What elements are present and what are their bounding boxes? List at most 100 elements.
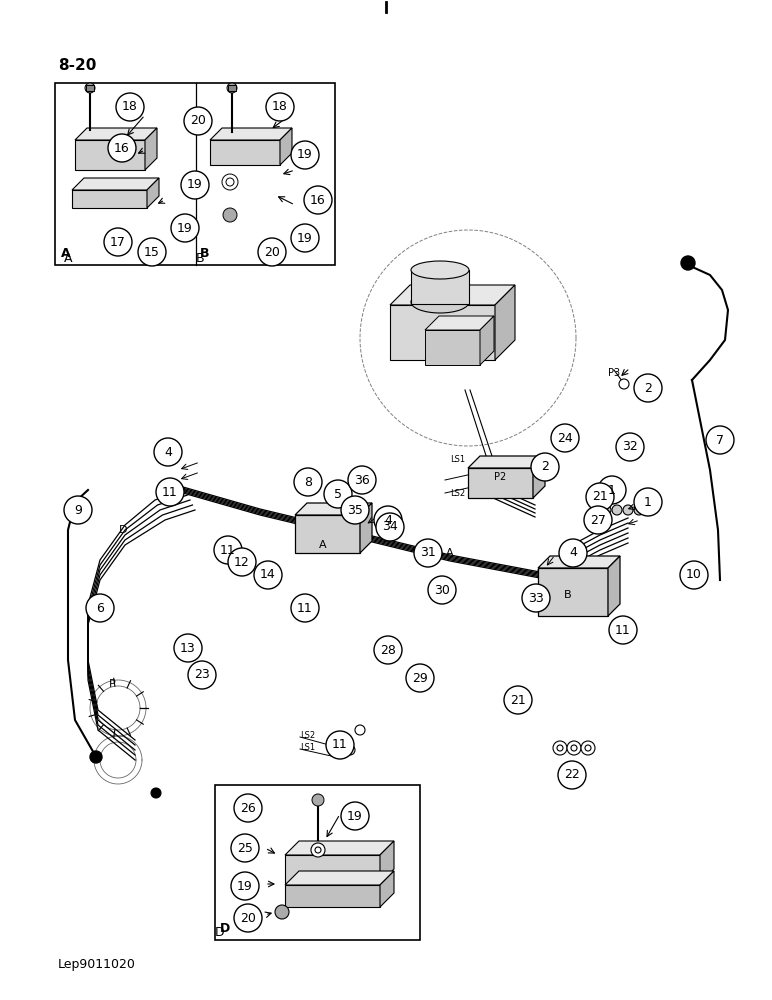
Circle shape xyxy=(326,731,354,759)
Polygon shape xyxy=(285,841,394,855)
Circle shape xyxy=(184,107,212,135)
Text: P3: P3 xyxy=(608,368,620,378)
Circle shape xyxy=(258,238,286,266)
Circle shape xyxy=(553,741,567,755)
Text: P: P xyxy=(153,788,159,798)
Polygon shape xyxy=(280,128,292,165)
Polygon shape xyxy=(468,468,533,498)
Circle shape xyxy=(567,741,581,755)
Text: 31: 31 xyxy=(420,546,436,560)
Text: Lep9011020: Lep9011020 xyxy=(58,958,136,971)
Text: 19: 19 xyxy=(297,232,313,244)
Text: 28: 28 xyxy=(380,644,396,656)
Text: 30: 30 xyxy=(434,584,450,596)
Circle shape xyxy=(291,224,319,252)
Circle shape xyxy=(341,496,369,524)
Text: B: B xyxy=(200,247,209,260)
Text: 21: 21 xyxy=(592,490,608,504)
Text: D: D xyxy=(215,926,225,938)
Text: 4: 4 xyxy=(384,514,392,526)
Polygon shape xyxy=(380,871,394,907)
Circle shape xyxy=(645,505,655,515)
Polygon shape xyxy=(360,503,372,553)
Circle shape xyxy=(116,93,144,121)
Polygon shape xyxy=(538,568,608,616)
Polygon shape xyxy=(538,556,620,568)
Text: LS2: LS2 xyxy=(450,488,466,497)
Polygon shape xyxy=(72,178,159,190)
Circle shape xyxy=(612,505,622,515)
Text: 25: 25 xyxy=(237,842,253,854)
Circle shape xyxy=(345,745,355,755)
Text: 19: 19 xyxy=(237,880,253,892)
Circle shape xyxy=(623,505,633,515)
Text: 19: 19 xyxy=(187,178,203,192)
Text: P: P xyxy=(109,679,115,689)
Polygon shape xyxy=(75,140,145,170)
Text: A: A xyxy=(319,540,327,550)
Circle shape xyxy=(156,478,184,506)
Text: D: D xyxy=(220,922,230,935)
Circle shape xyxy=(234,794,262,822)
Text: 19: 19 xyxy=(347,810,363,822)
Circle shape xyxy=(188,661,216,689)
Circle shape xyxy=(559,539,587,567)
Polygon shape xyxy=(480,316,494,365)
Polygon shape xyxy=(285,855,380,883)
Text: 18: 18 xyxy=(272,101,288,113)
Text: 18: 18 xyxy=(122,101,138,113)
Circle shape xyxy=(324,480,352,508)
Circle shape xyxy=(138,238,166,266)
Circle shape xyxy=(680,561,708,589)
Polygon shape xyxy=(390,305,495,360)
Polygon shape xyxy=(285,871,394,885)
Circle shape xyxy=(581,741,595,755)
Circle shape xyxy=(348,466,376,494)
Text: 11: 11 xyxy=(615,624,631,637)
Text: A: A xyxy=(446,548,454,558)
Text: 32: 32 xyxy=(622,440,638,454)
Polygon shape xyxy=(608,556,620,616)
Text: 11: 11 xyxy=(220,544,236,556)
Text: P2: P2 xyxy=(494,472,506,482)
Circle shape xyxy=(108,134,136,162)
FancyBboxPatch shape xyxy=(86,85,94,91)
Circle shape xyxy=(414,539,442,567)
FancyBboxPatch shape xyxy=(228,85,236,91)
Polygon shape xyxy=(147,178,159,208)
Text: LS2: LS2 xyxy=(300,732,316,740)
Polygon shape xyxy=(495,285,515,360)
Text: 27: 27 xyxy=(590,514,606,526)
Text: 33: 33 xyxy=(528,591,544,604)
Circle shape xyxy=(634,505,644,515)
Circle shape xyxy=(681,256,695,270)
Circle shape xyxy=(174,634,202,662)
Text: 26: 26 xyxy=(240,802,256,814)
Circle shape xyxy=(374,506,402,534)
Polygon shape xyxy=(210,128,292,140)
Text: 21: 21 xyxy=(510,694,526,706)
Circle shape xyxy=(311,843,325,857)
Text: 4: 4 xyxy=(569,546,577,560)
Circle shape xyxy=(585,745,591,751)
Text: 29: 29 xyxy=(412,672,428,684)
Text: 1: 1 xyxy=(608,484,616,496)
Circle shape xyxy=(254,561,282,589)
Circle shape xyxy=(222,174,238,190)
Text: 17: 17 xyxy=(110,235,126,248)
Bar xyxy=(55,83,335,265)
Polygon shape xyxy=(468,456,545,468)
Circle shape xyxy=(558,761,586,789)
Polygon shape xyxy=(295,503,372,515)
Circle shape xyxy=(275,905,289,919)
Text: 9: 9 xyxy=(74,504,82,516)
Circle shape xyxy=(355,725,365,735)
Circle shape xyxy=(85,83,95,93)
Circle shape xyxy=(504,686,532,714)
Text: 14: 14 xyxy=(260,568,276,582)
Text: A: A xyxy=(64,251,73,264)
Circle shape xyxy=(294,468,322,496)
Circle shape xyxy=(374,636,402,664)
Circle shape xyxy=(231,834,259,862)
Text: D: D xyxy=(119,525,127,535)
